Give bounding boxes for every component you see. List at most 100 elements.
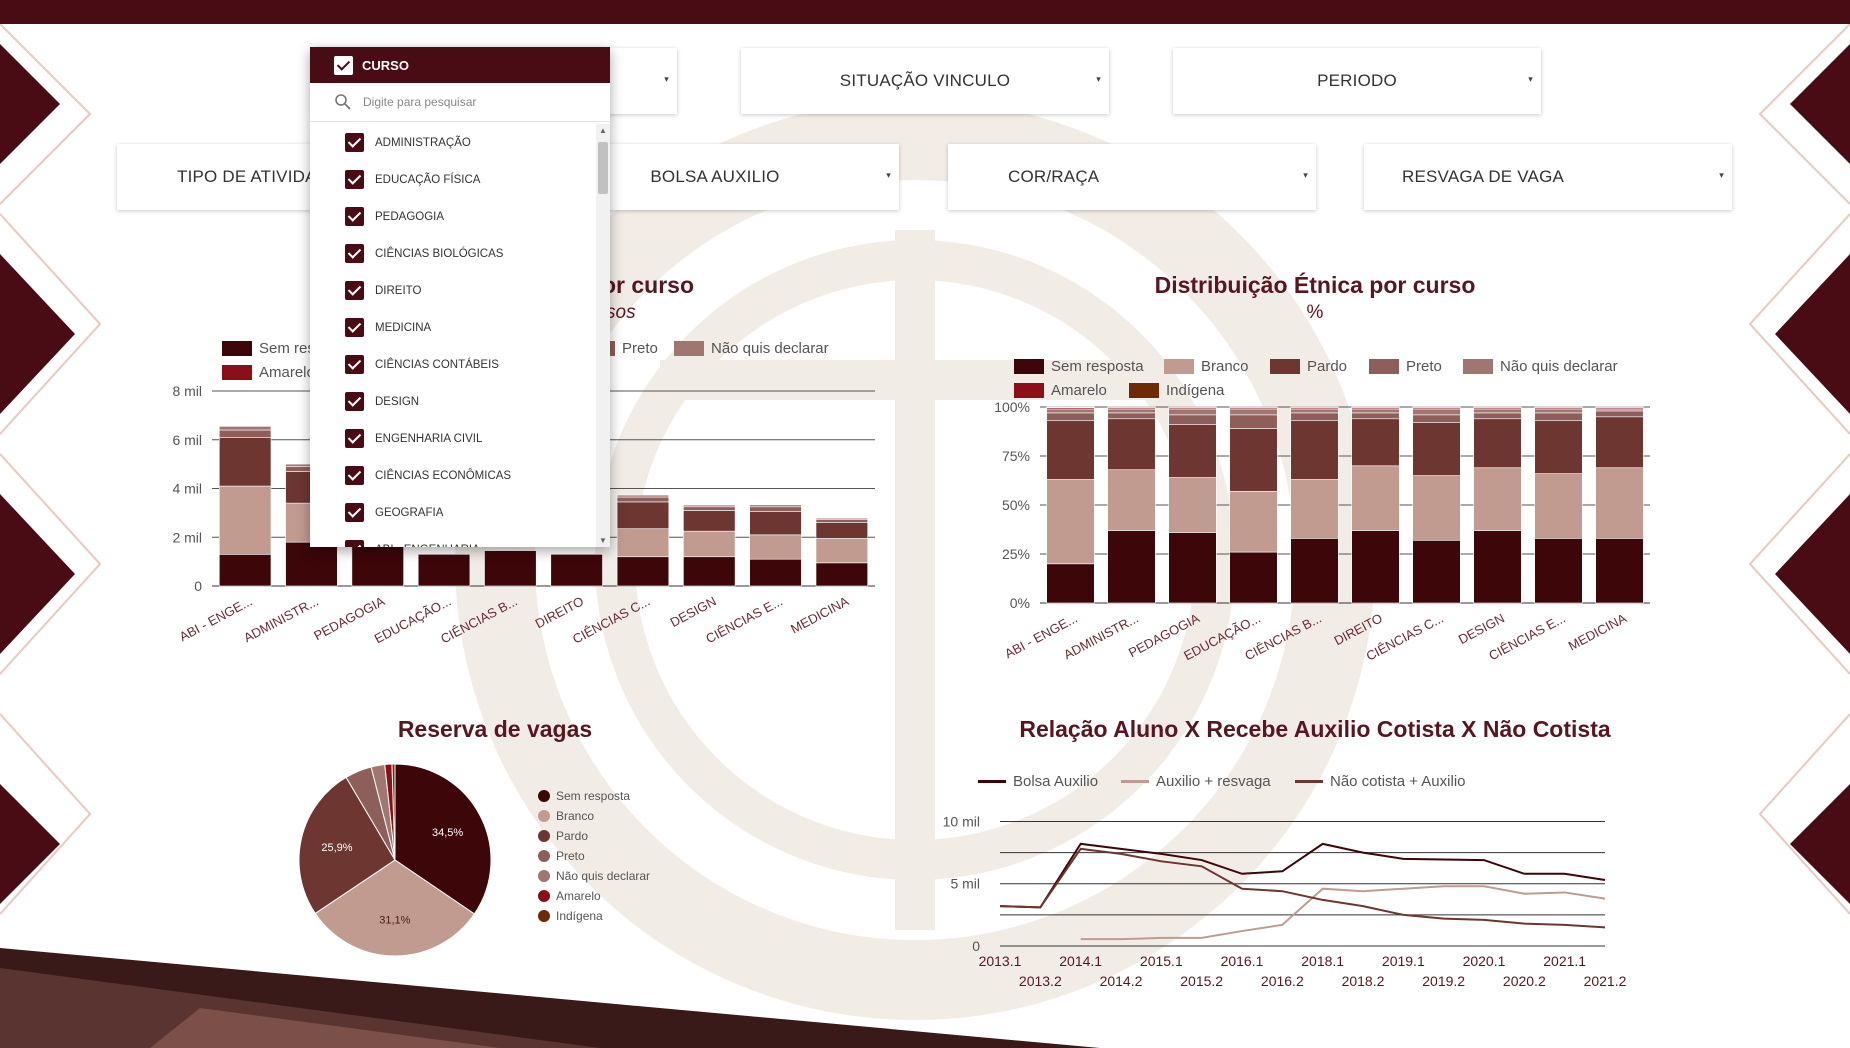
course-option-label: DIREITO [375, 284, 422, 297]
situacao-vinculo-label: SITUAÇÃO VINCULO [839, 71, 1011, 90]
search-field[interactable]: Digite para pesquisar [310, 83, 610, 122]
legend-label: Não quis declarar [711, 340, 829, 357]
resvaga-filter[interactable]: RESVAGA DE VAGA ▾ [1364, 144, 1732, 210]
course-option-label: CIÊNCIAS CONTÁBEIS [375, 358, 499, 371]
course-option[interactable]: GEOGRAFIA [310, 494, 596, 531]
course-option-label: MEDICINA [375, 321, 432, 334]
checkbox-checked-icon[interactable] [345, 133, 364, 152]
bar-segment [218, 554, 272, 587]
legend-swatch [222, 341, 252, 356]
bar-segment [1412, 406, 1461, 409]
course-option[interactable]: MEDICINA [310, 309, 596, 346]
tipo-atividade-label: TIPO DE ATIVIDA [177, 167, 317, 186]
course-option[interactable]: CIÊNCIAS ECONÔMICAS [310, 457, 596, 494]
scroll-down-icon[interactable]: ▼ [599, 536, 607, 545]
y-tick-label: 4 mil [172, 481, 202, 497]
course-option[interactable]: ADMINISTRAÇÃO [310, 124, 596, 161]
scrollbar[interactable]: ▲ ▼ [596, 124, 610, 547]
scrollbar-thumb[interactable] [598, 142, 608, 194]
course-option[interactable]: DESIGN [310, 383, 596, 420]
x-tick-label: MEDICINA [788, 593, 851, 636]
legend-line [1121, 780, 1149, 783]
dropdown-header[interactable]: CURSO [310, 47, 610, 83]
checkbox-checked-icon[interactable] [345, 170, 364, 189]
etnica-chart-title: Distribuição Étnica por curso [1154, 272, 1476, 298]
bar-segment [1046, 412, 1095, 422]
checkbox-checked-icon[interactable] [345, 281, 364, 300]
bar-segment [683, 556, 736, 587]
bar-segment [815, 517, 869, 521]
bar-segment [1534, 538, 1583, 604]
legend-dot [538, 830, 550, 842]
checkbox-checked-icon[interactable] [345, 429, 364, 448]
bar-segment [749, 504, 802, 508]
checkbox-checked-icon[interactable] [345, 466, 364, 485]
x-tick-label: 2015.2 [1180, 973, 1223, 989]
dropdown-header-label: CURSO [362, 57, 409, 73]
course-option-label: EDUCAÇÃO FÍSICA [375, 173, 481, 186]
course-option[interactable]: CIÊNCIAS BIOLÓGICAS [310, 235, 596, 272]
course-option[interactable]: ENGENHARIA CIVIL [310, 420, 596, 457]
chevron-down-icon: ▾ [664, 74, 669, 84]
bar-segment [1412, 475, 1461, 541]
bar-segment [285, 541, 338, 587]
pie-slice [391, 763, 396, 861]
course-option-label: ENGENHARIA CIVIL [375, 432, 483, 445]
reserva-pie-legend: Sem resposta Branco Pardo Preto Não quis… [538, 786, 650, 926]
bar-segment [683, 506, 736, 511]
legend-label: Não quis declarar [1500, 358, 1618, 375]
legend-dot [538, 890, 550, 902]
legend-label: Sem resposta [1051, 358, 1144, 375]
x-tick-label: 2016.1 [1221, 953, 1264, 969]
course-option-label: ADMINISTRAÇÃO [375, 136, 471, 149]
bar-segment [1168, 477, 1217, 533]
checkbox-checked-icon[interactable] [345, 244, 364, 263]
left-chart-title: or curso [602, 272, 695, 298]
situacao-vinculo-filter[interactable]: SITUAÇÃO VINCULO ▾ [741, 48, 1109, 114]
cor-raca-filter[interactable]: COR/RAÇA ▾ [948, 144, 1316, 210]
checkbox-checked-icon[interactable] [345, 355, 364, 374]
ethnic-distribution-chart: 0%25%50%75%100%ABI - ENGE...ADMINISTR...… [994, 399, 1650, 664]
scroll-up-icon[interactable]: ▲ [599, 126, 607, 135]
legend-label: Sem resposta [556, 789, 631, 803]
x-tick-label: 2020.1 [1463, 953, 1506, 969]
periodo-filter[interactable]: PERIODO ▾ [1173, 48, 1541, 114]
bar-segment [1046, 408, 1095, 414]
bar-segment [1595, 416, 1644, 469]
bar-segment [1229, 408, 1278, 416]
bar-segment [1107, 418, 1156, 471]
bar-segment [1473, 408, 1522, 414]
course-option[interactable]: ABI - ENGENHARIA [310, 531, 596, 547]
bar-segment [351, 544, 404, 587]
course-option[interactable]: EDUCAÇÃO FÍSICA [310, 161, 596, 198]
bar-segment [1534, 408, 1583, 414]
bar-segment [1168, 414, 1217, 425]
legend-label: Preto [622, 340, 658, 357]
chevron-down-icon: ▾ [1719, 170, 1724, 180]
checkbox-checked-icon[interactable] [345, 540, 364, 547]
course-option[interactable]: DIREITO [310, 272, 596, 309]
legend-dot [538, 810, 550, 822]
periodo-label: PERIODO [1317, 71, 1397, 90]
checkbox-checked-icon[interactable] [345, 503, 364, 522]
legend-label: Auxilio + resvaga [1156, 773, 1271, 790]
bar-segment [749, 506, 802, 512]
bar-segment [1046, 406, 1095, 408]
legend-dot [538, 910, 550, 922]
top-bar [0, 0, 1850, 24]
y-tick-label: 5 mil [950, 876, 980, 892]
course-option[interactable]: CIÊNCIAS CONTÁBEIS [310, 346, 596, 383]
select-all-checkbox[interactable] [334, 55, 353, 75]
checkbox-checked-icon[interactable] [345, 207, 364, 226]
reserva-chart-title: Reserva de vagas [397, 716, 593, 742]
legend-label: Preto [556, 849, 585, 863]
legend-swatch [1014, 359, 1044, 374]
legend-label: Pardo [556, 829, 589, 843]
curso-dropdown[interactable]: CURSO Digite para pesquisar ADMINISTRAÇÃ… [310, 47, 610, 547]
checkbox-checked-icon[interactable] [345, 318, 364, 337]
course-option[interactable]: PEDAGOGIA [310, 198, 596, 235]
legend-swatch [1270, 359, 1300, 374]
checkbox-checked-icon[interactable] [345, 392, 364, 411]
y-tick-label: 50% [1002, 497, 1030, 513]
bar-segment [749, 558, 802, 587]
